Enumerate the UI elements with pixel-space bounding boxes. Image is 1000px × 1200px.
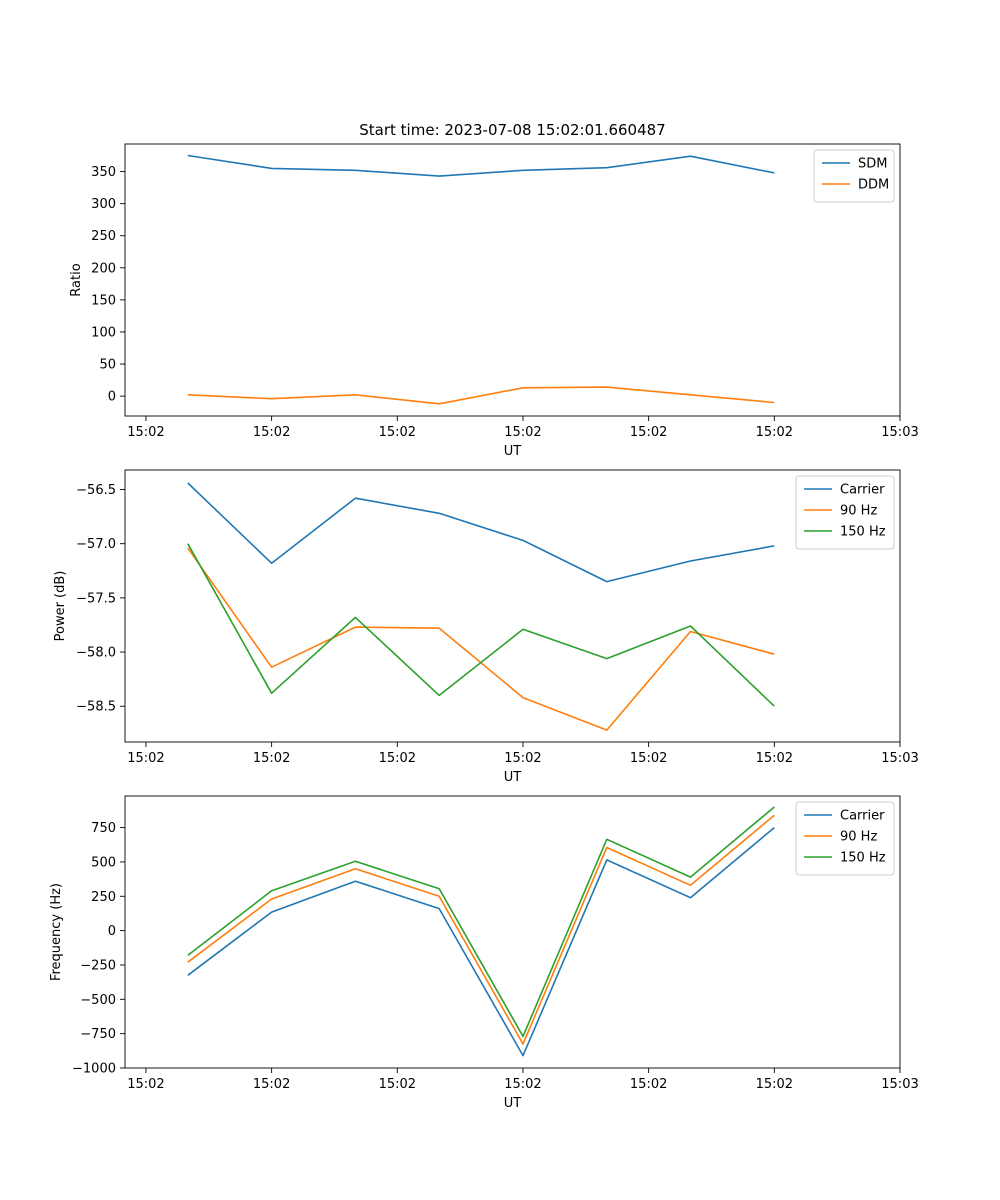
- x-tick-label: 15:02: [127, 1077, 164, 1092]
- x-tick-label: 15:02: [630, 1077, 667, 1092]
- legend-label: 150 Hz: [840, 525, 886, 540]
- axes-frame: [124, 469, 901, 743]
- y-tick-label: −57.5: [76, 591, 116, 606]
- y-tick-label: −250: [80, 958, 116, 973]
- chart-panel-3: 15:02 15:02 15:02 15:02 15:02 15:02 15:03 −1000…: [49, 795, 919, 1111]
- legend: Carrier 90 Hz 150 Hz: [795, 801, 895, 876]
- x-axis-label: UT: [504, 444, 522, 459]
- x-tick-label: 15:02: [253, 1077, 290, 1092]
- y-tick-label: −750: [80, 1027, 116, 1042]
- series-line-sdm: [187, 154, 775, 177]
- y-tick-label: −500: [80, 993, 116, 1008]
- series-line-carrier: [187, 826, 775, 1057]
- y-tick-label: 500: [91, 855, 116, 870]
- y-tick-label: −58.0: [76, 646, 116, 661]
- y-tick-label: 200: [91, 261, 116, 276]
- x-tick-label: 15:03: [881, 425, 918, 440]
- x-tick-label: 15:02: [756, 751, 793, 766]
- y-tick-label: 100: [91, 325, 116, 340]
- legend-label: SDM: [858, 157, 887, 172]
- y-tick-label: −56.5: [76, 483, 116, 498]
- chart-panel-2: 15:02 15:02 15:02 15:02 15:02 15:02 15:03 −58.5…: [53, 469, 919, 785]
- chart-panel-1: Start time: 2023-07-08 15:02:01.660487 15…: [69, 121, 919, 459]
- series-line-carrier: [187, 482, 775, 583]
- chart-title: Start time: 2023-07-08 15:02:01.660487: [359, 121, 665, 139]
- x-tick-label: 15:02: [756, 1077, 793, 1092]
- legend-label: 150 Hz: [840, 851, 886, 866]
- x-tick-label: 15:02: [379, 425, 416, 440]
- legend: SDM DDM: [813, 149, 895, 203]
- series-line-90-hz: [187, 814, 775, 1045]
- y-tick-label: 150: [91, 293, 116, 308]
- y-axis-label: Ratio: [69, 263, 84, 296]
- y-tick-label: −1000: [72, 1062, 116, 1077]
- y-tick-label: −58.5: [76, 700, 116, 715]
- y-tick-label: −57.0: [76, 537, 116, 552]
- legend-label: 90 Hz: [840, 830, 877, 845]
- x-tick-label: 15:02: [379, 751, 416, 766]
- series-line-150-hz: [187, 806, 775, 1038]
- y-tick-label: 250: [91, 229, 116, 244]
- y-axis-label: Frequency (Hz): [49, 883, 64, 981]
- x-axis-label: UT: [504, 1096, 522, 1111]
- x-tick-label: 15:02: [504, 1077, 541, 1092]
- y-tick-label: 0: [108, 390, 116, 405]
- x-tick-label: 15:02: [630, 751, 667, 766]
- y-tick-label: 750: [91, 821, 116, 836]
- series-line-ddm: [187, 386, 775, 405]
- x-tick-label: 15:02: [253, 751, 290, 766]
- series-line-90-hz: [187, 547, 775, 731]
- axes-frame: [124, 143, 901, 417]
- legend-label: Carrier: [840, 809, 885, 824]
- x-tick-label: 15:02: [504, 751, 541, 766]
- x-tick-label: 15:02: [630, 425, 667, 440]
- y-tick-label: 50: [99, 358, 116, 373]
- x-tick-label: 15:02: [504, 425, 541, 440]
- y-tick-label: 250: [91, 890, 116, 905]
- x-tick-label: 15:02: [379, 1077, 416, 1092]
- x-tick-label: 15:03: [881, 1077, 918, 1092]
- legend-label: 90 Hz: [840, 504, 877, 519]
- axes-frame: [124, 795, 901, 1069]
- x-axis-label: UT: [504, 770, 522, 785]
- legend: Carrier 90 Hz 150 Hz: [795, 475, 895, 550]
- y-tick-label: 350: [91, 165, 116, 180]
- legend-label: DDM: [858, 178, 889, 193]
- x-tick-label: 15:02: [756, 425, 793, 440]
- y-axis-label: Power (dB): [53, 571, 68, 642]
- x-tick-label: 15:03: [881, 751, 918, 766]
- series-line-150-hz: [187, 543, 775, 707]
- x-tick-label: 15:02: [127, 425, 164, 440]
- legend-label: Carrier: [840, 483, 885, 498]
- y-tick-label: 0: [108, 924, 116, 939]
- y-tick-label: 300: [91, 197, 116, 212]
- x-tick-label: 15:02: [127, 751, 164, 766]
- x-tick-label: 15:02: [253, 425, 290, 440]
